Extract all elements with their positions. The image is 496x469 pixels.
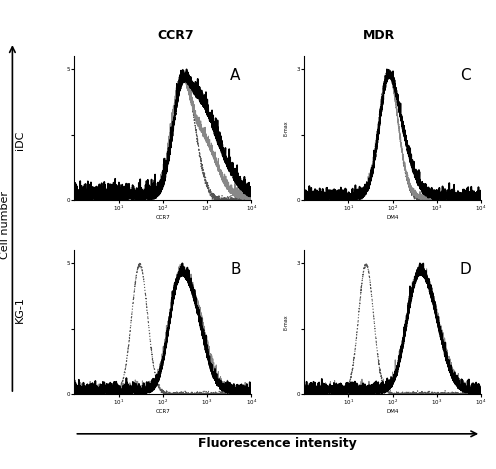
Text: iDC: iDC (15, 131, 25, 151)
Text: Fluorescence intensity: Fluorescence intensity (198, 437, 357, 450)
X-axis label: DM4: DM4 (386, 409, 399, 414)
Text: E-max: E-max (283, 314, 288, 330)
Text: CCR7: CCR7 (158, 29, 194, 42)
Text: E-max: E-max (283, 121, 288, 136)
Text: C: C (460, 68, 471, 83)
Text: D: D (460, 262, 472, 277)
Text: B: B (230, 262, 241, 277)
Text: A: A (230, 68, 241, 83)
X-axis label: CCR7: CCR7 (155, 215, 170, 220)
X-axis label: DM4: DM4 (386, 215, 399, 220)
X-axis label: CCR7: CCR7 (155, 409, 170, 414)
Text: MDR: MDR (363, 29, 396, 42)
Text: KG-1: KG-1 (15, 296, 25, 323)
Text: Cell number: Cell number (0, 191, 10, 259)
